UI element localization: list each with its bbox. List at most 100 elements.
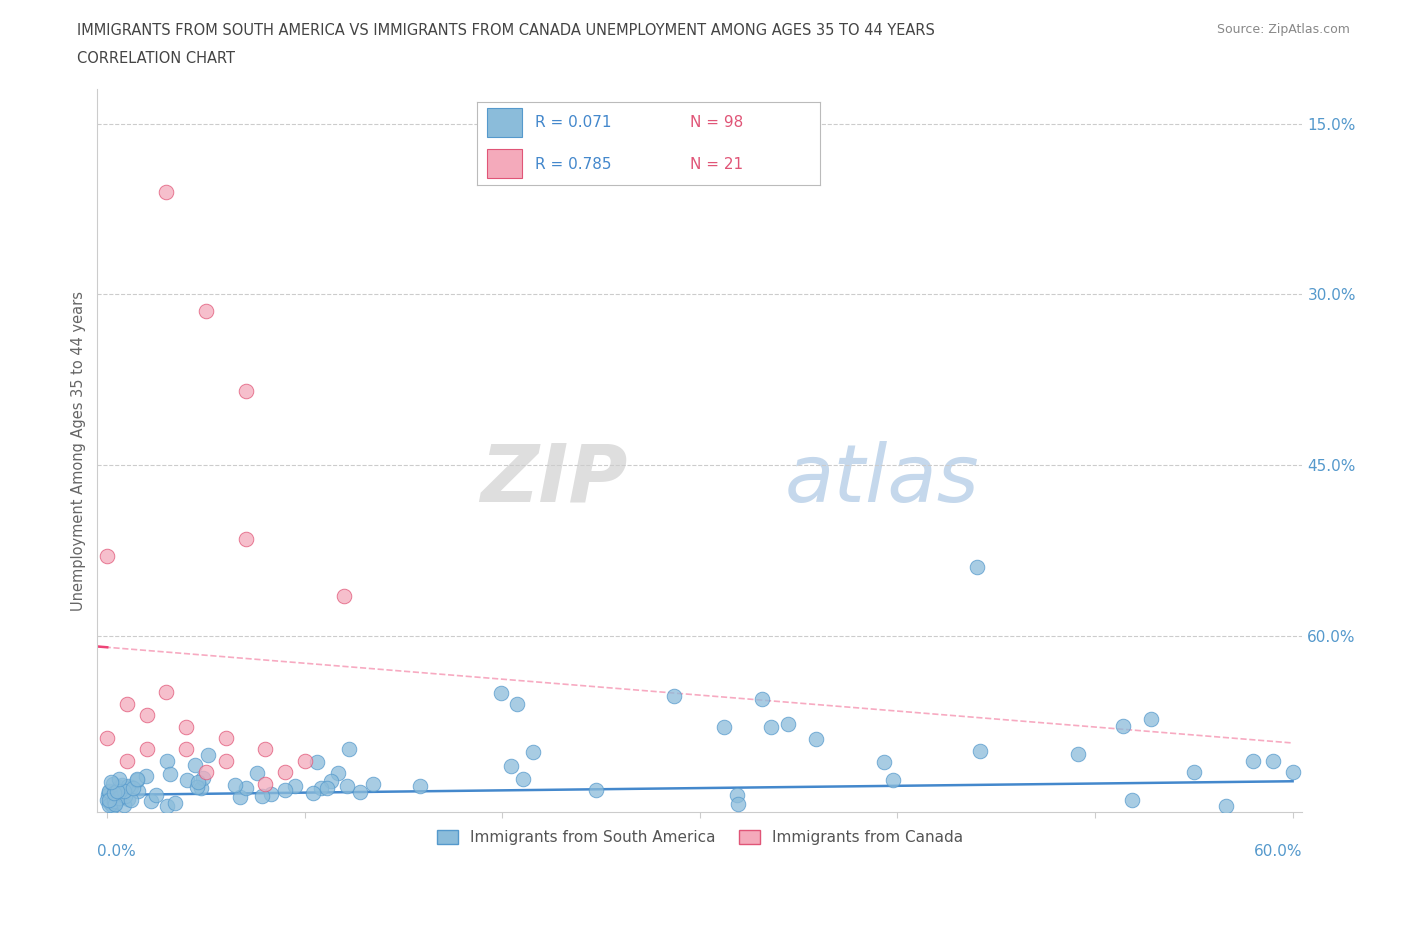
Point — [195, 304, 218, 319]
Point — [117, 791, 139, 806]
Point — [100, 797, 122, 812]
Point — [274, 764, 297, 779]
Point — [174, 742, 197, 757]
Point — [108, 772, 131, 787]
Point — [190, 781, 212, 796]
Point — [273, 782, 295, 797]
Point — [145, 787, 167, 802]
Point — [115, 697, 138, 711]
Point — [112, 783, 135, 798]
Point — [105, 789, 128, 804]
Point — [155, 184, 177, 199]
Point — [105, 785, 128, 800]
Point — [135, 768, 157, 783]
Point — [235, 531, 257, 546]
Point — [512, 771, 534, 786]
Point — [501, 759, 523, 774]
Point — [250, 789, 273, 804]
Text: ZIP: ZIP — [481, 441, 627, 519]
Point — [104, 794, 127, 809]
Point — [103, 787, 125, 802]
Point — [336, 779, 359, 794]
Point — [187, 775, 209, 790]
Point — [778, 717, 800, 732]
Point — [215, 753, 238, 768]
Point — [1215, 798, 1237, 813]
Point — [101, 777, 124, 791]
Point — [326, 765, 349, 780]
Point — [302, 785, 325, 800]
Point — [363, 777, 385, 791]
Point — [183, 758, 205, 773]
Point — [1121, 793, 1143, 808]
Point — [135, 742, 157, 757]
Point — [174, 719, 197, 734]
Point — [305, 754, 328, 769]
Point — [114, 789, 136, 804]
Point — [966, 560, 988, 575]
Point — [117, 778, 139, 793]
Point — [751, 692, 773, 707]
Point — [104, 790, 127, 804]
Text: Source: ZipAtlas.com: Source: ZipAtlas.com — [1216, 23, 1350, 36]
Point — [107, 779, 129, 794]
Legend: Immigrants from South America, Immigrants from Canada: Immigrants from South America, Immigrant… — [430, 824, 969, 851]
Point — [1182, 764, 1205, 779]
Point — [108, 790, 131, 804]
Text: atlas: atlas — [785, 441, 979, 519]
Point — [316, 780, 339, 795]
Point — [321, 774, 343, 789]
Point — [284, 778, 307, 793]
Point — [107, 790, 129, 805]
Point — [121, 781, 143, 796]
Point — [759, 720, 782, 735]
Point — [98, 798, 121, 813]
Point — [97, 793, 120, 808]
Point — [725, 787, 748, 802]
Point — [311, 780, 333, 795]
Point — [111, 777, 134, 792]
Point — [156, 753, 179, 768]
Point — [101, 798, 124, 813]
Point — [100, 775, 122, 790]
Point — [1140, 712, 1163, 727]
Point — [664, 689, 686, 704]
Point — [969, 743, 991, 758]
Point — [260, 786, 283, 801]
Point — [120, 792, 142, 807]
Point — [98, 784, 121, 799]
Point — [713, 720, 735, 735]
Point — [254, 777, 277, 791]
Text: 0.0%: 0.0% — [97, 844, 136, 859]
Point — [337, 741, 360, 756]
Point — [197, 748, 219, 763]
Point — [135, 708, 157, 723]
Point — [1067, 747, 1090, 762]
Point — [585, 782, 607, 797]
Point — [96, 549, 118, 564]
Point — [120, 779, 142, 794]
Point — [96, 792, 118, 807]
Y-axis label: Unemployment Among Ages 35 to 44 years: Unemployment Among Ages 35 to 44 years — [72, 291, 86, 611]
Point — [506, 697, 529, 711]
Point — [409, 778, 432, 793]
Point — [155, 685, 177, 700]
Point — [873, 755, 896, 770]
Point — [176, 773, 198, 788]
Point — [96, 731, 118, 746]
Point — [105, 784, 128, 799]
Point — [1111, 718, 1133, 733]
Point — [103, 797, 125, 812]
Point — [522, 745, 544, 760]
Point — [235, 780, 257, 795]
Point — [254, 742, 277, 757]
Point — [163, 796, 186, 811]
Point — [159, 766, 181, 781]
Text: 60.0%: 60.0% — [1254, 844, 1302, 859]
Point — [294, 753, 316, 768]
Point — [104, 797, 127, 812]
Point — [103, 785, 125, 800]
Point — [127, 784, 149, 799]
Point — [1241, 753, 1264, 768]
Text: CORRELATION CHART: CORRELATION CHART — [77, 51, 235, 66]
